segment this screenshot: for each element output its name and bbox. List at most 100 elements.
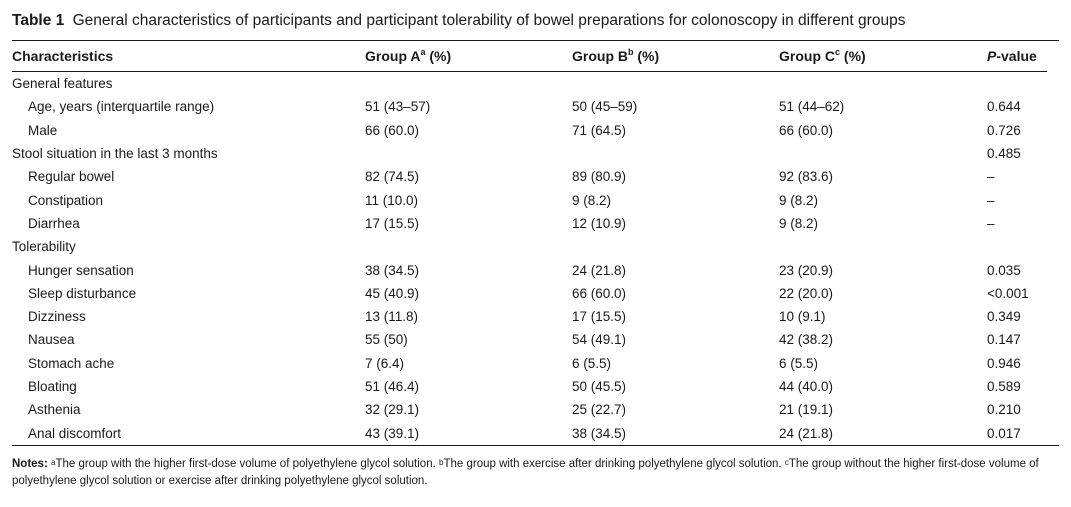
row-label-cell: Constipation bbox=[28, 192, 104, 208]
p-value-cell: – bbox=[987, 192, 995, 208]
group-a-cell: 66 (60.0) bbox=[365, 122, 420, 138]
group-c-cell: 44 (40.0) bbox=[779, 379, 834, 394]
p-value-cell: 0.147 bbox=[987, 332, 1021, 348]
group-b-cell: 38 (34.5) bbox=[572, 425, 627, 441]
row-label-cell: Nausea bbox=[28, 332, 75, 348]
group-c-cell: 10 (9.1) bbox=[779, 309, 826, 325]
table-bottom-rule bbox=[12, 444, 1059, 446]
group-c-cell: 9 (8.2) bbox=[779, 215, 819, 231]
row-label-cell: Regular bowel bbox=[28, 169, 115, 185]
row-label-cell: Hunger sensation bbox=[28, 262, 134, 278]
header-group-b-sup: b bbox=[628, 47, 634, 57]
p-value-cell: 0.349 bbox=[987, 309, 1021, 325]
note-c-sup: c bbox=[784, 457, 789, 467]
header-characteristics: Characteristics bbox=[12, 48, 114, 64]
header-group-c-pct: (%) bbox=[843, 48, 866, 64]
table-row: Stomach ache 7 (6.4) 6 (5.5) 6 (5.5) 0.946 bbox=[12, 352, 1047, 375]
group-b-cell: 17 (15.5) bbox=[572, 309, 627, 325]
row-label-cell: Tolerability bbox=[12, 239, 76, 255]
group-c-cell bbox=[779, 142, 987, 165]
header-p-italic: P bbox=[987, 48, 997, 64]
p-value-cell: 0.035 bbox=[987, 262, 1021, 278]
note-a-sup: a bbox=[50, 457, 56, 467]
p-value-cell: 0.726 bbox=[987, 122, 1021, 138]
table-row: Dizziness 13 (11.8) 17 (15.5) 10 (9.1) 0.349 bbox=[12, 305, 1047, 328]
table-row: Hunger sensation 38 (34.5) 24 (21.8) 23 (20… bbox=[12, 258, 1047, 281]
group-b-cell: 6 (5.5) bbox=[572, 355, 612, 371]
header-group-a-pct: (%) bbox=[429, 48, 452, 64]
note-a-text: The group with the higher first-dose vol… bbox=[55, 457, 436, 470]
header-p-value: P-value bbox=[987, 41, 1047, 71]
group-c-cell: 22 (20.0) bbox=[779, 285, 834, 301]
header-group-b-pct: (%) bbox=[637, 48, 660, 64]
row-label-cell: Stomach ache bbox=[28, 355, 115, 371]
note-b-text: The group with exercise after drinking p… bbox=[443, 457, 782, 470]
header-group-b: Group Bb (%) bbox=[572, 41, 779, 71]
group-a-cell: 55 (50) bbox=[365, 332, 408, 348]
group-a-cell bbox=[365, 235, 572, 258]
table-row: Anal discomfort 43 (39.1) 38 (34.5) 24 (21.… bbox=[12, 421, 1047, 444]
p-value-cell: 0.644 bbox=[987, 99, 1021, 115]
group-a-cell: 11 (10.0) bbox=[365, 192, 419, 208]
p-value-cell: 0.589 bbox=[987, 379, 1021, 394]
table-row: Constipation 11 (10.0) 9 (8.2) 9 (8.2) – bbox=[12, 188, 1047, 211]
p-value-cell: 0.017 bbox=[987, 425, 1021, 441]
group-c-cell: 23 (20.9) bbox=[779, 262, 834, 278]
table-caption-text: General characteristics of participants … bbox=[72, 12, 906, 29]
header-group-b-label: Group B bbox=[572, 48, 628, 64]
group-b-cell: 50 (45.5) bbox=[572, 379, 627, 394]
table-row: Diarrhea 17 (15.5) 12 (10.9) 9 (8.2) – bbox=[12, 212, 1047, 235]
table-caption-label: Table 1 bbox=[12, 12, 65, 29]
note-b-sup: b bbox=[439, 457, 444, 467]
p-value-cell: 0.485 bbox=[987, 146, 1021, 162]
group-c-cell: 66 (60.0) bbox=[779, 122, 834, 138]
table-row: Age, years (interquartile range) 51 (43–5… bbox=[12, 95, 1047, 118]
row-label-cell: Sleep disturbance bbox=[28, 285, 137, 301]
table-header-row: Characteristics Group Aa (%) Group Bb (%… bbox=[12, 41, 1047, 71]
group-b-cell: 71 (64.5) bbox=[572, 122, 627, 138]
group-b-cell: 24 (21.8) bbox=[572, 262, 627, 278]
group-b-cell: 54 (49.1) bbox=[572, 332, 627, 348]
group-c-cell: 9 (8.2) bbox=[779, 192, 819, 208]
table-top-rule bbox=[12, 40, 1059, 41]
row-label-cell: Bloating bbox=[28, 379, 77, 394]
header-group-a-label: Group A bbox=[365, 48, 421, 64]
p-value-cell: 0.946 bbox=[987, 355, 1021, 371]
header-group-c-sup: c bbox=[835, 47, 841, 57]
group-a-cell: 43 (39.1) bbox=[365, 425, 420, 441]
group-b-cell: 9 (8.2) bbox=[572, 192, 612, 208]
header-group-a: Group Aa (%) bbox=[365, 41, 572, 71]
group-c-cell bbox=[779, 235, 987, 258]
group-c-cell: 21 (19.1) bbox=[779, 402, 834, 418]
group-c-cell: 92 (83.6) bbox=[779, 169, 834, 185]
group-c-cell bbox=[779, 72, 987, 95]
table-body: General features Age, years (interquartil… bbox=[12, 71, 1047, 445]
group-c-cell: 6 (5.5) bbox=[779, 355, 819, 371]
group-b-cell bbox=[572, 235, 779, 258]
table-row: Bloating 51 (46.4) 50 (45.5) 44 (40.0) 0.589 bbox=[12, 375, 1047, 398]
group-b-cell: 12 (10.9) bbox=[572, 215, 627, 231]
group-b-cell: 89 (80.9) bbox=[572, 169, 627, 185]
group-c-cell: 24 (21.8) bbox=[779, 425, 834, 441]
note-c-text: The group without the higher first-dose … bbox=[12, 457, 1039, 487]
group-a-cell: 17 (15.5) bbox=[365, 215, 420, 231]
p-value-cell bbox=[987, 72, 1047, 95]
p-value-cell: <0.001 bbox=[987, 285, 1029, 301]
row-label-cell: Stool situation in the last 3 months bbox=[12, 146, 218, 162]
table-row: Regular bowel 82 (74.5) 89 (80.9) 92 (83.6)… bbox=[12, 165, 1047, 188]
table-row: Asthenia 32 (29.1) 25 (22.7) 21 (19.1) 0.210 bbox=[12, 398, 1047, 421]
group-a-cell: 82 (74.5) bbox=[365, 169, 420, 185]
group-a-cell: 38 (34.5) bbox=[365, 262, 420, 278]
group-b-cell bbox=[572, 142, 779, 165]
group-c-cell: 42 (38.2) bbox=[779, 332, 834, 348]
row-label-cell: Dizziness bbox=[28, 309, 86, 325]
p-value-cell: – bbox=[987, 215, 995, 231]
group-a-cell: 51 (46.4) bbox=[365, 379, 420, 394]
group-c-cell: 51 (44–62) bbox=[779, 99, 845, 115]
group-a-cell: 45 (40.9) bbox=[365, 285, 420, 301]
row-label-cell: Age, years (interquartile range) bbox=[28, 99, 215, 115]
group-b-cell: 66 (60.0) bbox=[572, 285, 627, 301]
table-row: General features bbox=[12, 72, 1047, 95]
table-row: Male 66 (60.0) 71 (64.5) 66 (60.0) 0.726 bbox=[12, 119, 1047, 142]
